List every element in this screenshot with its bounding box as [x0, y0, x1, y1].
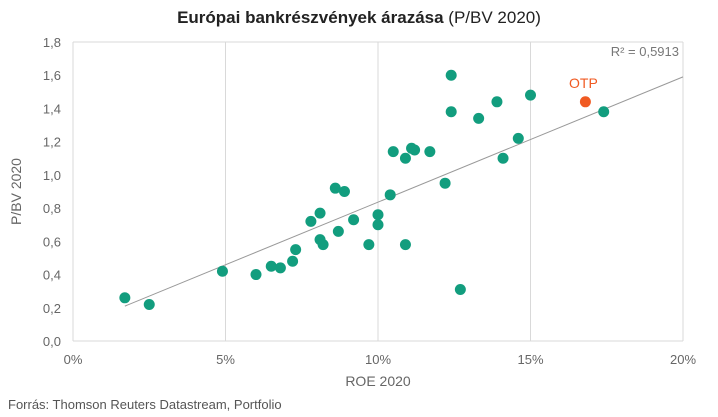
data-point: [445, 69, 457, 81]
data-point: [512, 132, 524, 144]
data-point: [363, 239, 375, 251]
data-point: [491, 96, 503, 108]
x-tick-label: 20%: [670, 352, 696, 367]
data-point: [287, 255, 299, 267]
x-tick-label: 10%: [365, 352, 391, 367]
data-point: [399, 152, 411, 164]
data-point: [274, 262, 286, 274]
data-points: [119, 69, 610, 310]
data-point: [454, 284, 466, 296]
data-point: [445, 106, 457, 118]
y-tick-label: 1,0: [43, 168, 61, 183]
data-point: [497, 152, 509, 164]
r-squared-label: R² = 0,5913: [611, 44, 679, 59]
data-point: [250, 269, 262, 281]
data-point: [399, 239, 411, 251]
y-tick-label: 1,6: [43, 68, 61, 83]
data-point: [317, 239, 329, 251]
data-point: [305, 215, 317, 227]
data-point: [265, 260, 277, 272]
trendline: [124, 76, 684, 307]
data-point: [409, 144, 421, 156]
data-point: [143, 298, 155, 310]
source-note: Forrás: Thomson Reuters Datastream, Port…: [8, 397, 282, 412]
data-point: [372, 219, 384, 231]
data-point: [338, 186, 350, 197]
data-point: [372, 209, 384, 221]
axis-labels: 0% 5% 10% 15% 20% 0,0 0,2 0,4 0,6 0,8 1,0 1,2 1,4 1,6…: [8, 35, 696, 389]
y-tick-label: 0,2: [43, 301, 61, 316]
data-point: [384, 189, 396, 201]
data-point: [598, 106, 610, 118]
y-tick-label: 1,2: [43, 135, 61, 150]
data-point: [439, 177, 451, 189]
y-tick-label: 1,4: [43, 101, 61, 116]
data-point: [332, 225, 344, 237]
chart-title: Európai bankrészvények árazása (P/BV 202…: [0, 8, 718, 28]
x-axis-title: ROE 2020: [345, 373, 411, 389]
trendline-group: [124, 76, 684, 307]
data-point: [525, 89, 536, 101]
x-tick-label: 0%: [64, 352, 83, 367]
chart-title-main: Európai bankrészvények árazása: [177, 8, 444, 27]
axes: [72, 42, 683, 342]
highlight-point-otp: [579, 96, 591, 108]
y-tick-label: 0,6: [43, 234, 61, 249]
x-tick-label: 5%: [216, 352, 235, 367]
y-tick-label: 0,0: [43, 334, 61, 349]
y-tick-label: 0,4: [43, 268, 61, 283]
data-point: [424, 146, 436, 158]
y-tick-label: 0,8: [43, 201, 61, 216]
data-point: [216, 265, 228, 277]
x-tick-label: 15%: [517, 352, 543, 367]
data-point: [473, 112, 485, 124]
chart-title-paren: (P/BV 2020): [448, 8, 541, 27]
y-tick-label: 1,8: [43, 35, 61, 50]
data-point: [290, 244, 302, 256]
data-point: [387, 146, 399, 158]
data-point: [348, 214, 360, 226]
y-axis-title: P/BV 2020: [8, 158, 24, 225]
data-point: [119, 292, 131, 304]
highlight-label-otp: OTP: [569, 75, 598, 91]
data-point: [314, 207, 326, 219]
data-point: [329, 182, 341, 194]
